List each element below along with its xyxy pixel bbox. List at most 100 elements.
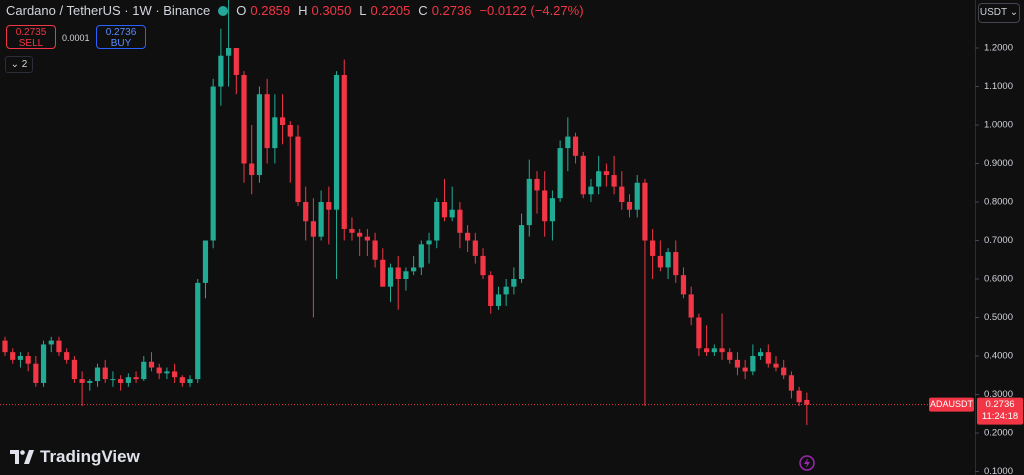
logo-icon <box>10 450 34 464</box>
candle-body <box>657 255 663 268</box>
symbol-tag-text: ADAUSDT <box>930 399 974 409</box>
price-tag <box>977 397 1023 425</box>
c-value: 0.2736 <box>431 3 472 18</box>
y-tick-label: 1.2000 <box>984 43 1013 54</box>
candle-body <box>387 267 394 287</box>
l-label: L <box>359 3 367 18</box>
candle-body <box>673 252 679 276</box>
indicator-count: 2 <box>21 59 28 70</box>
candle-body <box>472 240 478 256</box>
y-tick-label: 0.3000 <box>984 389 1013 400</box>
lightning-icon[interactable] <box>799 455 815 471</box>
candle-body <box>665 252 671 268</box>
y-tick-label: 0.5000 <box>984 312 1013 323</box>
candle-body <box>596 171 602 187</box>
candle-body <box>333 74 340 210</box>
y-tick-label: 1.0000 <box>984 120 1013 131</box>
candle-body <box>341 74 347 229</box>
candle-body <box>572 136 579 156</box>
candle-body <box>249 163 255 176</box>
status-dot <box>218 5 229 16</box>
candle-body <box>434 202 440 241</box>
candle-body <box>719 348 725 353</box>
change: −0.0122 (−4.27%) <box>479 3 584 18</box>
candle-body <box>141 361 147 380</box>
price-tag-value: 0.2736 <box>985 399 1014 410</box>
candle-body <box>48 340 54 345</box>
candle-body <box>465 232 471 241</box>
candle-body <box>788 375 795 391</box>
candle-body <box>272 117 278 149</box>
logo-text: TradingView <box>40 447 140 466</box>
candle-body <box>696 317 702 349</box>
candle-body <box>796 390 802 403</box>
candle-body <box>773 363 779 368</box>
candle-body <box>164 371 170 374</box>
candle-body <box>704 348 710 353</box>
candle-body <box>403 271 409 280</box>
candle-body <box>310 221 316 237</box>
candle-body <box>102 367 108 380</box>
buy-button[interactable]: 0.2736 BUY <box>96 25 146 49</box>
sell-button[interactable]: 0.2735 SELL <box>6 25 56 49</box>
currency-select[interactable]: USDT ⌄ <box>978 3 1020 23</box>
candle-body <box>518 225 525 280</box>
candle-body <box>187 379 193 383</box>
logo[interactable]: TradingView <box>10 447 140 467</box>
candle-body <box>210 86 216 241</box>
candle-body <box>588 186 594 195</box>
candle-body <box>642 182 648 241</box>
sell-label: SELL <box>18 38 44 49</box>
y-tick-label: 0.8000 <box>984 197 1013 208</box>
candle-body <box>611 175 617 187</box>
candle-body <box>480 255 486 276</box>
candle-body <box>118 379 124 383</box>
y-tick-label: 0.9000 <box>984 158 1013 169</box>
candle-body <box>734 359 741 368</box>
y-tick-label: 0.2000 <box>984 428 1013 439</box>
candle-body <box>565 136 571 149</box>
candle-body <box>488 275 494 306</box>
candle-body <box>295 136 301 203</box>
candle-body <box>256 94 263 176</box>
candle-body <box>634 182 640 210</box>
candle-body <box>33 363 39 383</box>
candle-body <box>10 352 16 360</box>
candle-body <box>357 232 363 237</box>
candle-body <box>495 294 502 306</box>
legend: Cardano / TetherUS · 1W · Binance O 0.285… <box>6 3 588 18</box>
candle-body <box>411 267 417 272</box>
candle-body <box>526 178 532 226</box>
candle-body <box>804 399 810 405</box>
symbol[interactable]: Cardano / TetherUS · 1W · Binance <box>6 3 211 18</box>
candle-body <box>303 202 309 222</box>
candle-body <box>457 209 463 233</box>
o-label: O <box>236 3 247 18</box>
y-tick-label: 0.7000 <box>984 235 1013 246</box>
c-label: C <box>418 3 428 18</box>
candle-body <box>441 202 448 218</box>
candle-body <box>279 117 286 126</box>
candle-body <box>603 171 609 176</box>
candle-body <box>781 367 787 376</box>
candle-body <box>364 236 370 241</box>
candle-body <box>380 259 386 287</box>
currency: USDT <box>979 7 1007 18</box>
candle-body <box>179 377 185 383</box>
candle-body <box>218 55 224 87</box>
candle-body <box>318 202 324 237</box>
candle-body <box>172 371 178 378</box>
indicators-toggle[interactable]: ⌄ 2 <box>5 56 33 73</box>
l-value: 0.2205 <box>370 3 411 18</box>
buy-price: 0.2736 <box>105 27 137 38</box>
candle-body <box>148 361 155 368</box>
lightning-glyph <box>804 458 810 468</box>
candle-body <box>56 340 62 353</box>
candle-body <box>680 275 687 295</box>
spread: 0.0001 <box>62 33 90 43</box>
candle-body <box>765 352 771 364</box>
candle-body <box>449 209 455 218</box>
candle-body <box>195 282 201 380</box>
h-value: 0.3050 <box>311 3 352 18</box>
